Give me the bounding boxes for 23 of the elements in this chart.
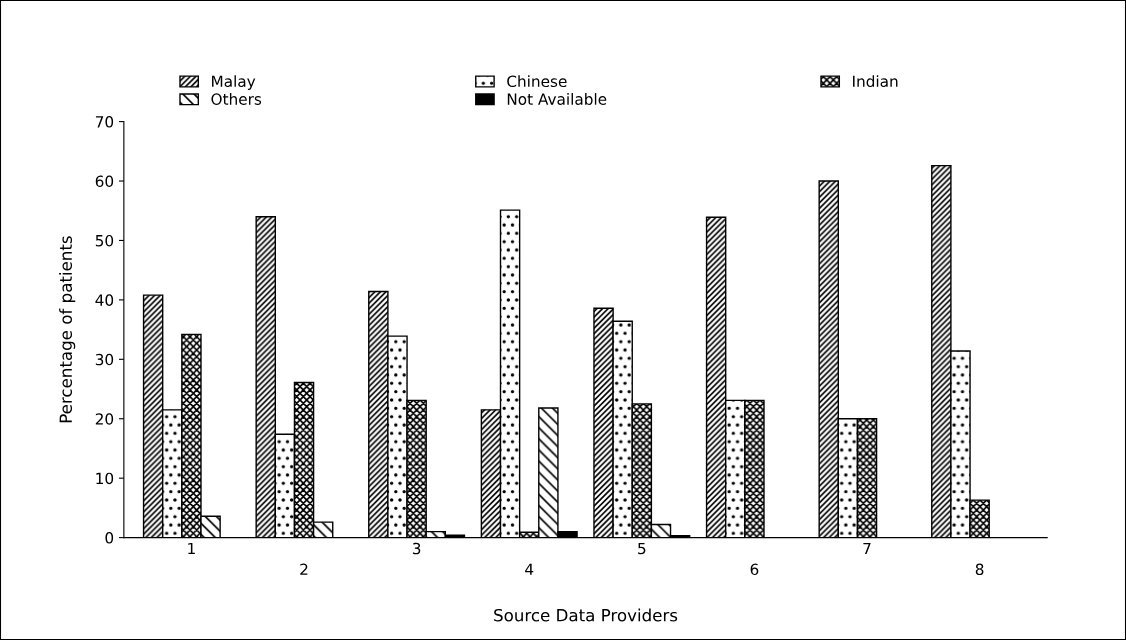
x-tick-label: 3 bbox=[412, 542, 421, 555]
x-tick-label: 4 bbox=[525, 563, 534, 575]
y-axis-title: Percentage of patients bbox=[59, 236, 76, 423]
x-tick-label: 2 bbox=[300, 563, 308, 575]
y-tick-label: 30 bbox=[95, 353, 114, 366]
y-tick-label: 50 bbox=[95, 234, 114, 247]
legend-label: Not Available bbox=[507, 93, 607, 105]
x-tick-label: 1 bbox=[188, 542, 195, 555]
y-tick-label: 70 bbox=[95, 116, 114, 128]
x-tick-label: 5 bbox=[638, 542, 646, 555]
legend-label: Malay bbox=[212, 75, 256, 91]
x-axis-title: Source Data Providers bbox=[494, 608, 678, 622]
x-tick-label: 8 bbox=[975, 563, 984, 576]
x-tick-label: 6 bbox=[750, 563, 759, 576]
legend-label: Others bbox=[211, 93, 262, 105]
y-tick-label: 10 bbox=[96, 472, 114, 485]
x-tick-label: 7 bbox=[863, 542, 871, 555]
y-tick-label: 40 bbox=[95, 294, 114, 306]
y-tick-label: 60 bbox=[95, 175, 114, 188]
legend-label: Chinese bbox=[507, 75, 567, 88]
y-tick-label: 0 bbox=[105, 532, 114, 544]
legend-label: Indian bbox=[853, 75, 898, 88]
y-tick-label: 20 bbox=[95, 413, 114, 425]
